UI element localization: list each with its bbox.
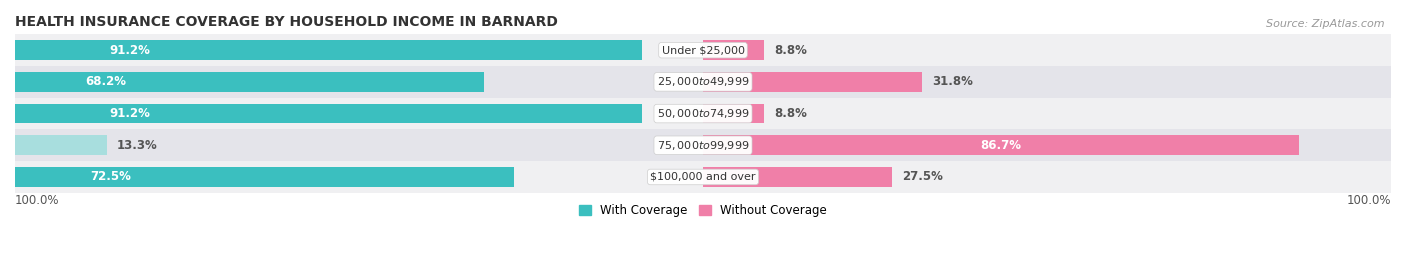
Bar <box>15 129 1391 161</box>
Text: 91.2%: 91.2% <box>110 107 150 120</box>
Text: $75,000 to $99,999: $75,000 to $99,999 <box>657 139 749 152</box>
Text: Under $25,000: Under $25,000 <box>661 45 745 55</box>
Bar <box>703 104 763 123</box>
Text: $25,000 to $49,999: $25,000 to $49,999 <box>657 75 749 89</box>
Text: $50,000 to $74,999: $50,000 to $74,999 <box>657 107 749 120</box>
Bar <box>703 72 922 92</box>
Bar <box>15 136 107 155</box>
Text: 91.2%: 91.2% <box>110 44 150 57</box>
Text: Source: ZipAtlas.com: Source: ZipAtlas.com <box>1267 19 1385 29</box>
Bar <box>15 66 1391 98</box>
Bar <box>15 34 1391 66</box>
Text: 100.0%: 100.0% <box>15 194 59 207</box>
Bar <box>15 161 1391 193</box>
Legend: With Coverage, Without Coverage: With Coverage, Without Coverage <box>574 199 832 222</box>
Bar <box>15 98 1391 129</box>
Bar <box>15 40 643 60</box>
Text: 31.8%: 31.8% <box>932 75 973 89</box>
Text: 8.8%: 8.8% <box>773 107 807 120</box>
Bar <box>15 167 513 187</box>
Bar <box>703 136 1299 155</box>
Text: 8.8%: 8.8% <box>773 44 807 57</box>
Bar <box>15 104 643 123</box>
Text: 13.3%: 13.3% <box>117 139 157 152</box>
Text: 27.5%: 27.5% <box>903 171 943 183</box>
Bar <box>703 167 893 187</box>
Text: 72.5%: 72.5% <box>90 171 131 183</box>
Text: 86.7%: 86.7% <box>981 139 1022 152</box>
Text: $100,000 and over: $100,000 and over <box>650 172 756 182</box>
Text: 100.0%: 100.0% <box>1347 194 1391 207</box>
Bar <box>703 40 763 60</box>
Text: 68.2%: 68.2% <box>86 75 127 89</box>
Bar <box>15 72 484 92</box>
Text: HEALTH INSURANCE COVERAGE BY HOUSEHOLD INCOME IN BARNARD: HEALTH INSURANCE COVERAGE BY HOUSEHOLD I… <box>15 15 558 29</box>
